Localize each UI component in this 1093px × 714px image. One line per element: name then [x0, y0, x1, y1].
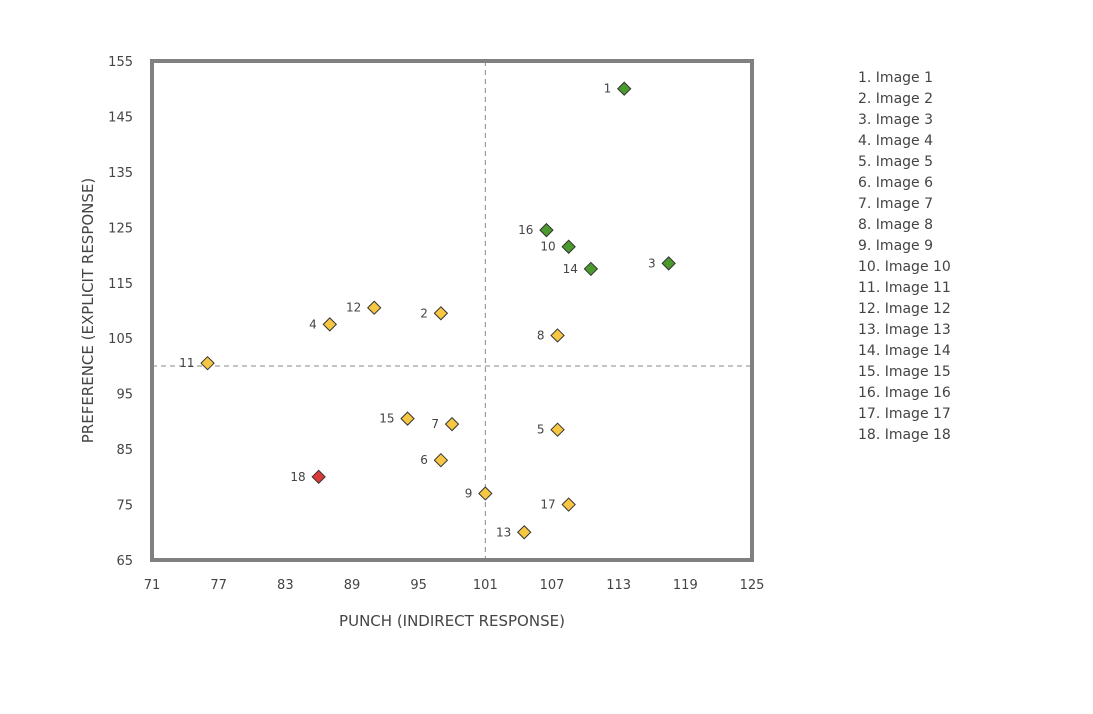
y-axis-title: PREFERENCE (EXPLICIT RESPONSE): [79, 178, 97, 444]
data-point-label: 8: [537, 328, 545, 342]
x-tick-label: 107: [540, 578, 565, 593]
legend-entry: 15. Image 15: [858, 364, 951, 380]
legend-entry: 10. Image 10: [858, 259, 951, 275]
data-point-label: 1: [604, 82, 612, 96]
data-point-label: 6: [420, 453, 428, 467]
data-point-label: 13: [496, 525, 511, 539]
y-tick-label: 145: [108, 110, 133, 125]
data-point-marker: [617, 81, 632, 96]
data-point-label: 16: [518, 223, 533, 237]
legend-entry: 9. Image 9: [858, 238, 933, 254]
y-tick-label: 85: [116, 443, 133, 458]
y-axis-ticks: 65 75 85 95 105 115 125 135 145 155: [108, 55, 133, 569]
legend-entry: 4. Image 4: [858, 133, 933, 149]
y-tick-label: 125: [108, 221, 133, 236]
data-point-label: 14: [563, 262, 578, 276]
legend-entry: 3. Image 3: [858, 112, 933, 128]
y-tick-label: 75: [116, 499, 133, 514]
data-point-marker: [433, 306, 449, 321]
data-point-label: 2: [420, 306, 428, 320]
x-tick-label: 77: [210, 578, 227, 593]
x-axis-title: PUNCH (INDIRECT RESPONSE): [339, 612, 565, 630]
data-point-marker: [400, 411, 415, 426]
x-tick-label: 83: [277, 578, 294, 593]
x-tick-label: 101: [473, 578, 498, 593]
y-tick-label: 155: [108, 55, 133, 70]
legend-entry: 13. Image 13: [858, 322, 951, 338]
legend-entry: 18. Image 18: [858, 427, 951, 443]
y-tick-label: 115: [108, 277, 133, 292]
x-tick-label: 71: [144, 578, 161, 593]
data-point-label: 4: [309, 317, 317, 331]
data-point-label: 18: [290, 470, 305, 484]
data-point-marker: [367, 300, 382, 315]
y-tick-label: 105: [108, 332, 133, 347]
legend: 1. Image 1 2. Image 2 3. Image 3 4. Image 4…: [858, 70, 951, 443]
data-point-marker: [478, 486, 493, 501]
legend-entry: 11. Image 11: [858, 280, 951, 296]
data-point-label: 9: [465, 486, 473, 500]
data-point-marker: [311, 469, 326, 485]
data-point-marker: [322, 317, 337, 332]
data-point-marker: [433, 452, 449, 468]
data-point-label: 3: [648, 256, 656, 270]
legend-entry: 16. Image 16: [858, 385, 951, 401]
x-axis-ticks: 71 77 83 89 95 101 107 113 119 125: [144, 578, 765, 593]
legend-entry: 8. Image 8: [858, 217, 933, 233]
quadrant-lines: [152, 61, 752, 560]
legend-entry: 7. Image 7: [858, 196, 933, 212]
legend-entry: 2. Image 2: [858, 91, 933, 107]
data-point-marker: [550, 328, 565, 343]
data-point-marker: [444, 416, 460, 432]
data-point-label: 11: [179, 356, 194, 370]
x-tick-label: 95: [410, 578, 427, 593]
x-tick-label: 89: [344, 578, 361, 593]
legend-entry: 17. Image 17: [858, 406, 951, 422]
legend-entry: 5. Image 5: [858, 154, 933, 170]
x-tick-label: 119: [673, 578, 698, 593]
y-tick-label: 65: [116, 554, 133, 569]
data-point-label: 12: [346, 301, 361, 315]
data-point-marker: [561, 497, 576, 512]
data-point-marker: [583, 261, 599, 277]
data-point-label: 15: [379, 412, 394, 426]
data-point-label: 10: [540, 240, 555, 254]
x-tick-label: 125: [740, 578, 765, 593]
x-tick-label: 113: [606, 578, 631, 593]
data-point-marker: [661, 256, 676, 271]
legend-entry: 6. Image 6: [858, 175, 933, 191]
y-tick-label: 135: [108, 166, 133, 181]
legend-entry: 1. Image 1: [858, 70, 933, 86]
data-point-marker: [550, 422, 565, 437]
plot-frame: [150, 59, 754, 562]
data-point-label: 17: [540, 498, 555, 512]
data-point-marker: [200, 355, 215, 371]
data-point-marker: [539, 222, 554, 238]
y-tick-label: 95: [116, 388, 133, 403]
data-point-label: 5: [537, 423, 545, 437]
legend-entry: 14. Image 14: [858, 343, 951, 359]
legend-entry: 12. Image 12: [858, 301, 951, 317]
data-point-label: 7: [431, 417, 439, 431]
data-point-marker: [561, 239, 576, 254]
data-point-marker: [517, 525, 532, 540]
